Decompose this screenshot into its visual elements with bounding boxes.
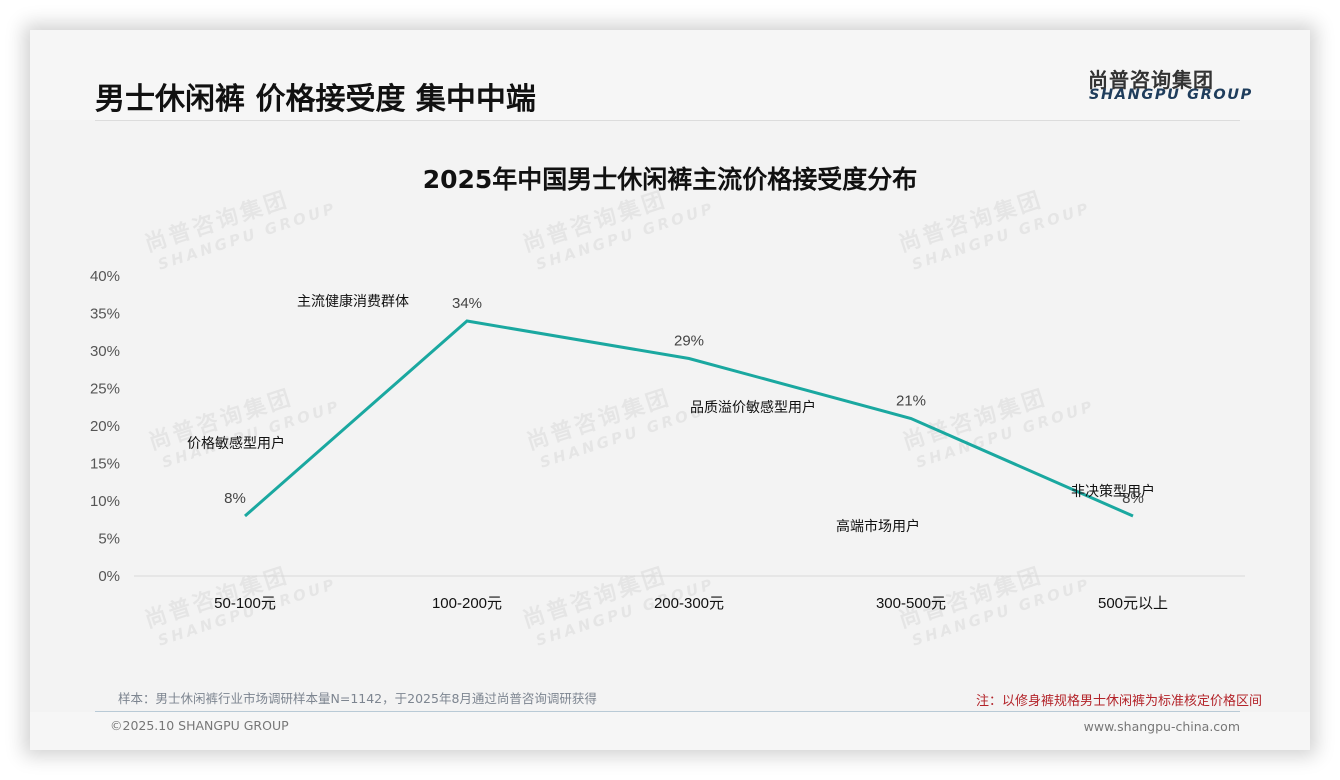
y-tick: 30% (90, 343, 120, 360)
x-tick: 100-200元 (432, 595, 502, 612)
data-label: 8% (224, 490, 246, 507)
logo-text-cn: 尚普咨询集团 (1088, 68, 1214, 92)
y-tick: 10% (90, 493, 120, 510)
annotations: 价格敏感型用户 主流健康消费群体 品质溢价敏感型用户 高端市场用户 非决策型用户 (187, 293, 1155, 535)
copyright: ©2025.10 SHANGPU GROUP (110, 718, 289, 733)
y-axis: 0% 5% 10% 15% 20% 25% 30% 35% 40% (90, 268, 120, 585)
website-link[interactable]: www.shangpu-china.com (1083, 719, 1240, 734)
x-axis: 50-100元 100-200元 200-300元 300-500元 500元以… (214, 595, 1168, 612)
data-labels: 8% 34% 29% 21% 8% (224, 295, 1144, 507)
page-title: 男士休闲裤 价格接受度 集中中端 (95, 82, 536, 117)
y-tick: 5% (98, 531, 120, 548)
y-tick: 0% (98, 568, 120, 585)
logo-text-en: SHANGPU GROUP (1089, 87, 1253, 103)
x-tick: 500元以上 (1098, 595, 1168, 612)
header-band (30, 30, 1310, 120)
data-label: 34% (452, 295, 482, 312)
methodology-note: 注：以修身裤规格男士休闲裤为标准核定价格区间 (975, 694, 1262, 709)
annotation-label: 非决策型用户 (1071, 483, 1155, 500)
data-label: 29% (674, 333, 704, 350)
x-tick: 200-300元 (654, 595, 724, 612)
data-label: 8% (1122, 490, 1144, 507)
title-divider (95, 120, 1240, 121)
source-note: 样本：男士休闲裤行业市场调研样本量N=1142，于2025年8月通过尚普咨询调研… (118, 691, 597, 706)
y-tick: 15% (90, 456, 120, 473)
annotation-label: 价格敏感型用户 (187, 435, 285, 452)
x-tick: 50-100元 (214, 595, 276, 612)
y-tick: 25% (90, 381, 120, 398)
annotation-label: 高端市场用户 (836, 518, 920, 535)
footer-divider (95, 711, 1240, 712)
annotation-label: 主流健康消费群体 (297, 293, 409, 310)
slide: 尚普咨询集团 SHANGPU GROUP 尚普咨询集团 SHANGPU GROU… (30, 30, 1310, 750)
data-label: 21% (896, 393, 926, 410)
y-tick: 35% (90, 306, 120, 323)
line-chart: 0% 5% 10% 15% 20% 25% 30% 35% 40% 50-100… (90, 268, 1245, 612)
chart-title: 2025年中国男士休闲裤主流价格接受度分布 (422, 165, 918, 194)
footer-band (30, 712, 1310, 750)
x-tick: 300-500元 (876, 595, 946, 612)
annotation-label: 品质溢价敏感型用户 (690, 399, 816, 416)
y-tick: 40% (90, 268, 120, 285)
series-line (244, 319, 1134, 518)
y-tick: 20% (90, 418, 120, 435)
